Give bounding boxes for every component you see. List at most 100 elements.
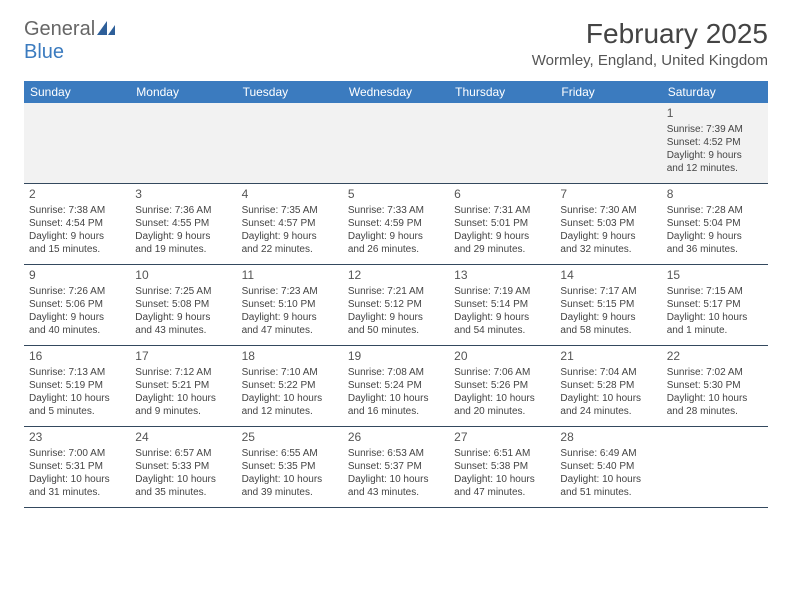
sunset-line: Sunset: 4:59 PM bbox=[348, 217, 444, 230]
calendar-week: 2Sunrise: 7:38 AMSunset: 4:54 PMDaylight… bbox=[24, 184, 768, 265]
daylight-line-2: and 51 minutes. bbox=[560, 486, 656, 499]
sunrise-line: Sunrise: 7:30 AM bbox=[560, 204, 656, 217]
daylight-line-2: and 31 minutes. bbox=[29, 486, 125, 499]
sunrise-line: Sunrise: 7:08 AM bbox=[348, 366, 444, 379]
sunrise-line: Sunrise: 7:31 AM bbox=[454, 204, 550, 217]
daylight-line-2: and 1 minute. bbox=[667, 324, 763, 337]
calendar-day-cell: 3Sunrise: 7:36 AMSunset: 4:55 PMDaylight… bbox=[130, 184, 236, 264]
day-number: 26 bbox=[348, 430, 444, 446]
weekday-header: Wednesday bbox=[343, 81, 449, 103]
sunrise-line: Sunrise: 7:39 AM bbox=[667, 123, 763, 136]
day-number: 24 bbox=[135, 430, 231, 446]
calendar-empty-cell bbox=[130, 103, 236, 183]
sunrise-line: Sunrise: 7:23 AM bbox=[242, 285, 338, 298]
daylight-line-1: Daylight: 9 hours bbox=[135, 230, 231, 243]
sunrise-line: Sunrise: 7:06 AM bbox=[454, 366, 550, 379]
sunset-line: Sunset: 4:52 PM bbox=[667, 136, 763, 149]
calendar-day-cell: 11Sunrise: 7:23 AMSunset: 5:10 PMDayligh… bbox=[237, 265, 343, 345]
sunrise-line: Sunrise: 7:33 AM bbox=[348, 204, 444, 217]
calendar-day-cell: 23Sunrise: 7:00 AMSunset: 5:31 PMDayligh… bbox=[24, 427, 130, 507]
sunset-line: Sunset: 5:40 PM bbox=[560, 460, 656, 473]
sunset-line: Sunset: 5:03 PM bbox=[560, 217, 656, 230]
calendar-day-cell: 22Sunrise: 7:02 AMSunset: 5:30 PMDayligh… bbox=[662, 346, 768, 426]
daylight-line-1: Daylight: 10 hours bbox=[348, 392, 444, 405]
daylight-line-1: Daylight: 10 hours bbox=[454, 392, 550, 405]
calendar-empty-cell bbox=[24, 103, 130, 183]
daylight-line-1: Daylight: 9 hours bbox=[242, 230, 338, 243]
day-number: 27 bbox=[454, 430, 550, 446]
sunrise-line: Sunrise: 7:04 AM bbox=[560, 366, 656, 379]
sunset-line: Sunset: 5:30 PM bbox=[667, 379, 763, 392]
logo-text: General Blue bbox=[24, 18, 117, 64]
day-number: 17 bbox=[135, 349, 231, 365]
daylight-line-1: Daylight: 9 hours bbox=[29, 311, 125, 324]
sunrise-line: Sunrise: 7:25 AM bbox=[135, 285, 231, 298]
sunrise-line: Sunrise: 7:15 AM bbox=[667, 285, 763, 298]
calendar-day-cell: 26Sunrise: 6:53 AMSunset: 5:37 PMDayligh… bbox=[343, 427, 449, 507]
calendar-day-cell: 8Sunrise: 7:28 AMSunset: 5:04 PMDaylight… bbox=[662, 184, 768, 264]
day-number: 2 bbox=[29, 187, 125, 203]
daylight-line-1: Daylight: 10 hours bbox=[560, 392, 656, 405]
sunset-line: Sunset: 5:33 PM bbox=[135, 460, 231, 473]
sunset-line: Sunset: 5:21 PM bbox=[135, 379, 231, 392]
day-number: 28 bbox=[560, 430, 656, 446]
daylight-line-2: and 12 minutes. bbox=[242, 405, 338, 418]
weekday-header: Friday bbox=[555, 81, 661, 103]
sunrise-line: Sunrise: 6:57 AM bbox=[135, 447, 231, 460]
daylight-line-1: Daylight: 10 hours bbox=[242, 473, 338, 486]
daylight-line-2: and 16 minutes. bbox=[348, 405, 444, 418]
day-number: 15 bbox=[667, 268, 763, 284]
sunset-line: Sunset: 5:38 PM bbox=[454, 460, 550, 473]
daylight-line-1: Daylight: 10 hours bbox=[667, 392, 763, 405]
day-number: 3 bbox=[135, 187, 231, 203]
calendar-day-cell: 18Sunrise: 7:10 AMSunset: 5:22 PMDayligh… bbox=[237, 346, 343, 426]
calendar-day-cell: 20Sunrise: 7:06 AMSunset: 5:26 PMDayligh… bbox=[449, 346, 555, 426]
daylight-line-2: and 26 minutes. bbox=[348, 243, 444, 256]
daylight-line-1: Daylight: 10 hours bbox=[135, 473, 231, 486]
daylight-line-1: Daylight: 10 hours bbox=[242, 392, 338, 405]
day-number: 13 bbox=[454, 268, 550, 284]
page-title: February 2025 bbox=[532, 18, 768, 50]
sunset-line: Sunset: 5:24 PM bbox=[348, 379, 444, 392]
daylight-line-1: Daylight: 9 hours bbox=[454, 311, 550, 324]
daylight-line-1: Daylight: 10 hours bbox=[454, 473, 550, 486]
day-number: 1 bbox=[667, 106, 763, 122]
sunrise-line: Sunrise: 7:02 AM bbox=[667, 366, 763, 379]
day-number: 12 bbox=[348, 268, 444, 284]
weekday-header-row: Sunday Monday Tuesday Wednesday Thursday… bbox=[24, 81, 768, 103]
calendar-day-cell: 24Sunrise: 6:57 AMSunset: 5:33 PMDayligh… bbox=[130, 427, 236, 507]
calendar-day-cell: 10Sunrise: 7:25 AMSunset: 5:08 PMDayligh… bbox=[130, 265, 236, 345]
calendar-day-cell: 19Sunrise: 7:08 AMSunset: 5:24 PMDayligh… bbox=[343, 346, 449, 426]
calendar-day-cell: 13Sunrise: 7:19 AMSunset: 5:14 PMDayligh… bbox=[449, 265, 555, 345]
sunset-line: Sunset: 5:15 PM bbox=[560, 298, 656, 311]
daylight-line-2: and 43 minutes. bbox=[348, 486, 444, 499]
day-number: 20 bbox=[454, 349, 550, 365]
calendar-day-cell: 5Sunrise: 7:33 AMSunset: 4:59 PMDaylight… bbox=[343, 184, 449, 264]
calendar-day-cell: 17Sunrise: 7:12 AMSunset: 5:21 PMDayligh… bbox=[130, 346, 236, 426]
daylight-line-2: and 29 minutes. bbox=[454, 243, 550, 256]
calendar-empty-cell bbox=[555, 103, 661, 183]
sunrise-line: Sunrise: 6:51 AM bbox=[454, 447, 550, 460]
sunset-line: Sunset: 4:54 PM bbox=[29, 217, 125, 230]
daylight-line-2: and 20 minutes. bbox=[454, 405, 550, 418]
daylight-line-1: Daylight: 10 hours bbox=[560, 473, 656, 486]
logo: General Blue bbox=[24, 18, 117, 64]
title-block: February 2025 Wormley, England, United K… bbox=[532, 18, 768, 69]
header: General Blue February 2025 Wormley, Engl… bbox=[24, 18, 768, 69]
sunset-line: Sunset: 5:19 PM bbox=[29, 379, 125, 392]
calendar-empty-cell bbox=[449, 103, 555, 183]
calendar-day-cell: 4Sunrise: 7:35 AMSunset: 4:57 PMDaylight… bbox=[237, 184, 343, 264]
calendar-day-cell: 6Sunrise: 7:31 AMSunset: 5:01 PMDaylight… bbox=[449, 184, 555, 264]
daylight-line-2: and 22 minutes. bbox=[242, 243, 338, 256]
daylight-line-2: and 54 minutes. bbox=[454, 324, 550, 337]
sunrise-line: Sunrise: 7:21 AM bbox=[348, 285, 444, 298]
day-number: 11 bbox=[242, 268, 338, 284]
daylight-line-2: and 43 minutes. bbox=[135, 324, 231, 337]
sunrise-line: Sunrise: 7:36 AM bbox=[135, 204, 231, 217]
daylight-line-2: and 12 minutes. bbox=[667, 162, 763, 175]
sunset-line: Sunset: 5:12 PM bbox=[348, 298, 444, 311]
calendar-day-cell: 21Sunrise: 7:04 AMSunset: 5:28 PMDayligh… bbox=[555, 346, 661, 426]
calendar-page: General Blue February 2025 Wormley, Engl… bbox=[0, 0, 792, 526]
sunrise-line: Sunrise: 7:13 AM bbox=[29, 366, 125, 379]
calendar-day-cell: 14Sunrise: 7:17 AMSunset: 5:15 PMDayligh… bbox=[555, 265, 661, 345]
